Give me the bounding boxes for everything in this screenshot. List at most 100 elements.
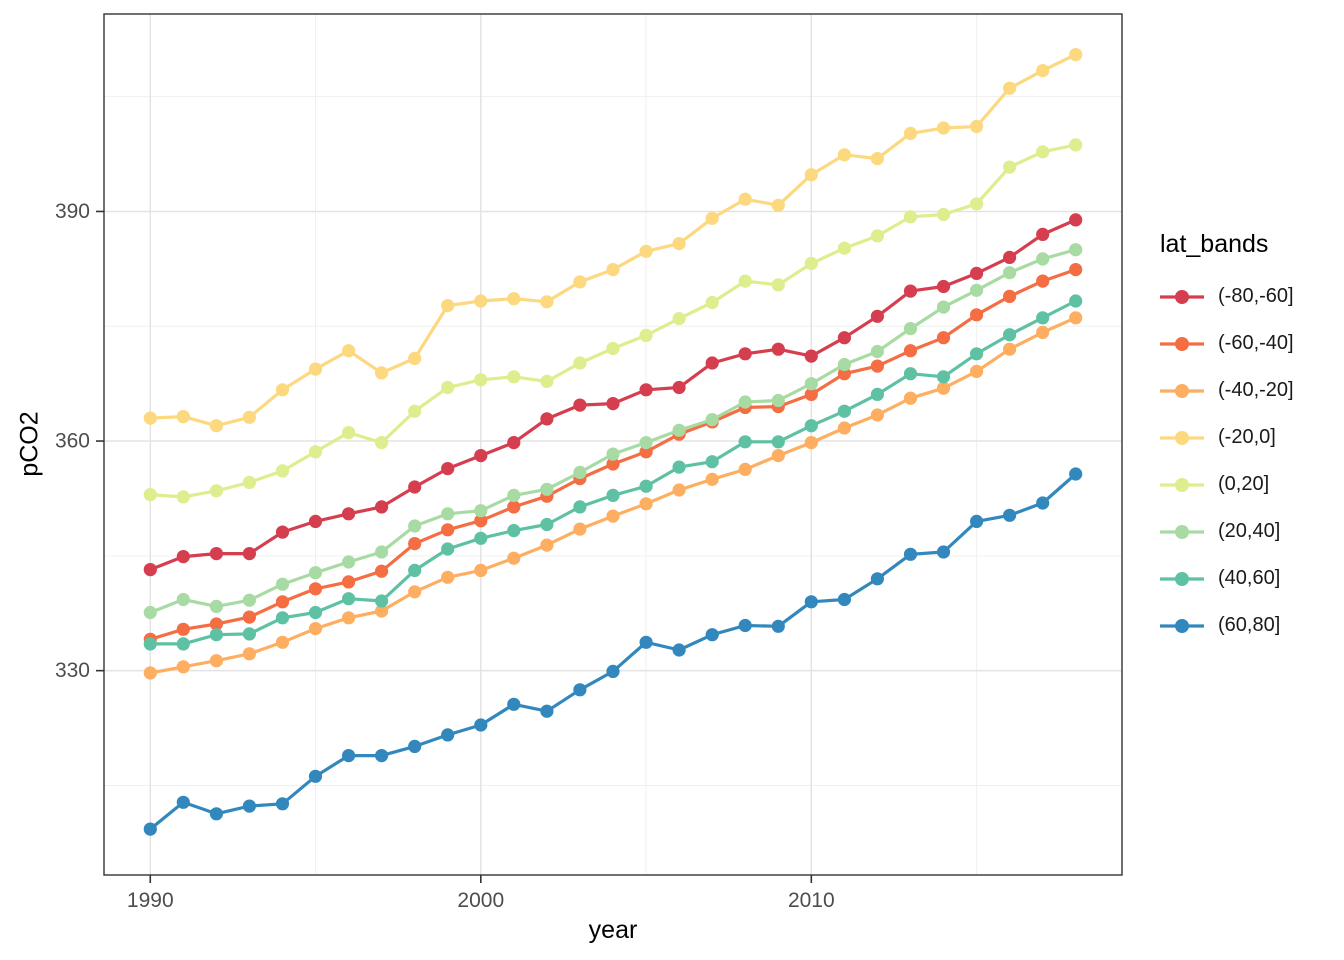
chart-series-point	[275, 525, 290, 539]
chart-series-point	[606, 488, 620, 502]
chart-series-point	[936, 381, 951, 395]
chart-series-point	[1036, 496, 1050, 510]
chart-series-point	[672, 460, 686, 474]
chart-series-point	[308, 622, 323, 636]
legend-key-icon	[1160, 383, 1204, 398]
chart-series-point	[903, 210, 918, 224]
chart-series-point	[1003, 328, 1017, 342]
chart-series-point	[573, 465, 587, 479]
chart-series-point	[606, 263, 620, 277]
chart-series-point	[242, 610, 256, 624]
chart-series-point	[870, 309, 885, 323]
chart-series-point	[870, 344, 885, 359]
x-tick-label: 1990	[127, 889, 174, 912]
legend-title: lat_bands	[1160, 230, 1269, 258]
chart-series-point	[804, 349, 818, 363]
y-tick-label: 360	[55, 430, 90, 453]
chart-series-point	[507, 292, 521, 306]
chart-series-point	[408, 563, 422, 578]
legend-key-icon	[1160, 571, 1204, 586]
chart-series-point	[837, 331, 852, 345]
chart-series-point	[375, 366, 389, 380]
chart-series-point	[970, 347, 984, 361]
chart-series-point	[474, 373, 488, 387]
chart-series-point	[672, 380, 686, 395]
legend-items: (-80,-60] (-60,-40] (-40,-20] (-20,0] (0,20]…	[1158, 273, 1340, 649]
chart-series-point	[474, 531, 488, 545]
legend-key-icon	[1160, 618, 1204, 633]
chart-series-point	[408, 739, 422, 754]
chart-series-point	[738, 618, 752, 633]
legend-item: (0,20]	[1158, 461, 1340, 508]
chart-series-point	[970, 266, 984, 280]
chart-series-point	[1003, 289, 1017, 303]
chart-series-point	[705, 472, 719, 486]
chart-series-point	[474, 514, 488, 528]
chart-series-point	[507, 436, 521, 450]
chart-series-point	[804, 377, 818, 391]
chart-series-point	[672, 237, 686, 251]
chart-series-point	[639, 497, 653, 511]
chart-series-point	[804, 256, 818, 271]
chart-series-point	[606, 664, 620, 679]
chart-series-point	[1036, 64, 1050, 78]
chart-series-point	[870, 387, 885, 401]
chart-series-point	[143, 411, 157, 425]
chart-series-point	[1069, 294, 1083, 308]
chart-series-point	[870, 229, 885, 243]
chart-series-point	[903, 344, 918, 358]
chart-series-point	[903, 547, 918, 561]
chart-series-point	[176, 550, 190, 564]
chart-series-point	[639, 635, 653, 649]
chart-series-point	[970, 308, 984, 322]
chart-series-point	[936, 121, 951, 135]
legend-item-label: (0,20]	[1218, 473, 1270, 495]
chart-series-point	[738, 462, 752, 476]
chart-series-point	[903, 367, 918, 381]
chart-series-point	[837, 404, 852, 418]
chart-series-point	[1036, 274, 1050, 288]
chart-series-point	[308, 605, 323, 620]
chart-series-point	[275, 577, 290, 591]
chart-series-point	[342, 555, 356, 569]
chart-series-point	[342, 749, 356, 763]
chart-series-point	[209, 654, 223, 668]
chart-series-point	[308, 769, 323, 783]
chart-series-point	[209, 419, 223, 433]
chart-series-point	[209, 617, 223, 631]
chart-series-point	[1069, 263, 1083, 277]
chart-series-point	[804, 595, 818, 609]
plot-panel	[104, 14, 1122, 875]
chart-series-point	[672, 423, 686, 437]
chart-series-point	[441, 570, 455, 584]
chart-series-point	[738, 435, 752, 449]
panel-border	[103, 13, 1123, 876]
chart-series-point	[771, 435, 785, 449]
chart-series-point	[870, 572, 885, 586]
chart-series-point	[837, 367, 852, 381]
chart-series-point	[441, 299, 455, 313]
chart-series-point	[705, 628, 719, 642]
y-tick-label: 330	[55, 659, 90, 682]
chart-series-point	[573, 398, 587, 412]
x-tick-label: 2000	[457, 889, 504, 912]
legend-item: (-20,0]	[1158, 414, 1340, 461]
chart-series-point	[870, 359, 885, 373]
chart-series-point	[540, 295, 554, 309]
chart-series-point	[1003, 266, 1017, 280]
chart-series-point	[143, 605, 157, 620]
chart-series-point	[771, 619, 785, 633]
chart-series-point	[771, 342, 785, 356]
chart-series-point	[837, 148, 852, 162]
chart-series-point	[408, 537, 422, 551]
chart-series-point	[639, 383, 653, 397]
chart-series-point	[705, 356, 719, 370]
chart-series-point	[639, 445, 653, 459]
chart-series-point	[672, 483, 686, 497]
legend-key-icon	[1160, 336, 1204, 351]
chart-series-point	[540, 412, 554, 426]
chart-series-point	[209, 484, 223, 498]
y-axis-title: pCO2	[15, 411, 44, 477]
chart-series-point	[441, 523, 455, 537]
